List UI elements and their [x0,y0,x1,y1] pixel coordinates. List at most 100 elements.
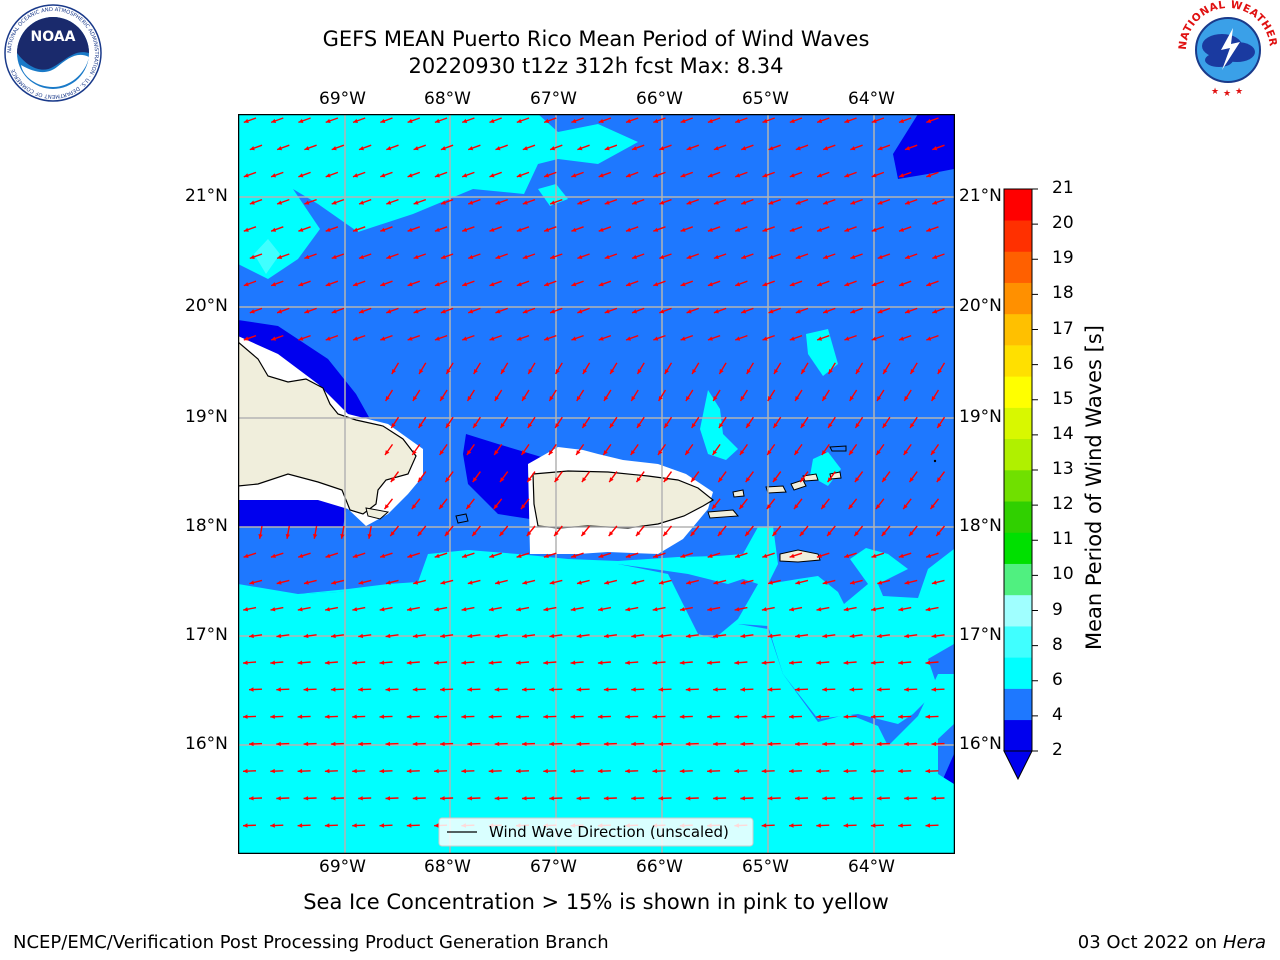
lat-tick-left: 18°N [185,516,228,536]
wind-wave-arrowhead [789,227,795,232]
wind-wave-arrowhead [407,282,413,287]
wind-wave-arrowhead [385,687,391,692]
colorbar-tick-label: 14 [1052,423,1074,444]
wind-wave-arrowhead [931,687,937,692]
wind-wave-arrowhead [303,741,309,747]
wind-wave-arrowhead [522,741,527,747]
wind-wave-arrowhead [386,309,392,314]
wind-wave-arrowhead [905,254,910,259]
wind-wave-arrowhead [603,687,609,692]
wind-wave-arrowhead [713,580,719,585]
wind-wave-arrowhead [576,396,581,401]
wind-wave-arrowhead [691,423,696,428]
wind-wave-arrowhead [488,768,494,774]
wind-wave-arrowhead [439,450,444,455]
colorbar-band [1004,470,1032,502]
wind-wave-arrowhead [411,504,417,510]
wind-wave-arrowhead [434,553,440,558]
wind-wave-arrowhead [544,227,550,232]
wind-wave-arrowhead [468,200,474,205]
wind-wave-arrowhead [658,633,664,639]
wind-wave-arrowhead [331,254,337,259]
cyan-zone-south [238,526,954,724]
wind-wave-arrowhead [746,369,751,374]
wind-wave-arrowhead [304,309,310,314]
wind-wave-arrowhead [489,282,495,287]
wind-wave-arrowhead [735,173,741,178]
wind-wave-arrowhead [446,369,451,374]
wind-wave-arrowhead [489,173,495,178]
wind-wave-arrowhead [550,146,556,151]
wind-wave-arrowhead [418,477,423,483]
wind-wave-arrowhead [516,173,522,178]
lat-tick-right: 19°N [959,407,1002,427]
wind-wave-arrowhead [686,254,692,259]
wind-wave-arrowhead [905,146,910,151]
wind-wave-arrowhead [581,531,586,537]
wind-wave-arrowhead [823,146,829,151]
wind-wave-arrowhead [440,200,446,205]
wind-wave-arrowhead [741,200,747,205]
colorbar-tick-label: 6 [1052,669,1063,690]
wind-wave-arrowhead [243,768,248,774]
wind-wave-arrowhead [270,660,275,665]
wind-wave-arrowhead [899,282,904,287]
chart-title: GEFS MEAN Puerto Rico Mean Period of Win… [322,27,870,51]
wind-wave-arrowhead [571,173,577,178]
lat-tick-left: 20°N [185,296,228,316]
wind-wave-arrowhead [636,477,641,483]
colorbar-tick-label: 18 [1052,283,1074,304]
wind-wave-arrowhead [767,450,772,455]
colorbar-band [1004,501,1032,533]
colorbar-band [1004,719,1032,752]
wind-wave-arrowhead [522,146,528,151]
wind-wave-arrowhead [353,336,358,341]
lon-tick-top: 65°W [742,89,789,109]
colorbar-tick-label: 19 [1052,248,1074,269]
wind-wave-arrowhead [385,450,390,455]
wind-wave-arrowhead [340,534,345,539]
colorbar-tick-label: 4 [1052,704,1063,725]
wind-wave-arrowhead [516,714,521,719]
wind-wave-arrowhead [822,633,828,639]
wind-wave-arrowhead [821,504,826,510]
svg-text:★: ★ [1211,87,1219,97]
wind-wave-arrowhead [691,477,696,483]
wind-wave-arrowhead [795,580,801,585]
wind-wave-arrowhead [877,200,883,205]
wind-wave-arrowhead [277,309,283,314]
wind-wave-arrowhead [795,200,801,205]
wind-wave-arrowhead [526,531,532,537]
wind-wave-arrowhead [680,607,685,612]
wind-wave-arrowhead [795,687,800,692]
wind-wave-arrowhead [549,396,554,401]
sea-ice-note: Sea Ice Concentration > 15% is shown in … [303,890,889,914]
wind-wave-arrowhead [330,687,336,692]
wind-wave-arrowhead [303,796,309,801]
wind-wave-arrowhead [850,580,855,585]
lat-tick-right: 20°N [959,296,1002,316]
wind-wave-arrowhead [871,282,877,287]
wind-wave-arrowhead [417,531,423,537]
wind-wave-arrowhead [407,227,413,232]
colorbar-band [1004,532,1032,564]
wind-wave-arrowhead [718,423,724,428]
wind-wave-arrowhead [379,823,385,828]
wind-wave-arrowhead [653,173,659,178]
wind-wave-arrowhead [298,553,304,558]
wind-wave-arrowhead [898,553,904,558]
colorbar-extend-arrow [1003,750,1033,781]
wind-wave-arrowhead [762,173,768,178]
wind-wave-arrowhead [549,741,554,747]
wind-wave-arrowhead [570,607,576,612]
lat-tick-left: 21°N [185,186,228,206]
wind-wave-arrowhead [816,660,821,665]
wind-wave-arrowhead [271,336,277,341]
wind-wave-arrowhead [325,282,331,287]
wind-wave-arrowhead [932,309,938,314]
wind-wave-arrowhead [406,660,412,665]
wind-wave-arrowhead [445,477,450,483]
legend: Wind Wave Direction (unscaled) [438,817,754,847]
lat-tick-right: 17°N [959,625,1002,645]
wind-wave-arrowhead [789,173,795,178]
